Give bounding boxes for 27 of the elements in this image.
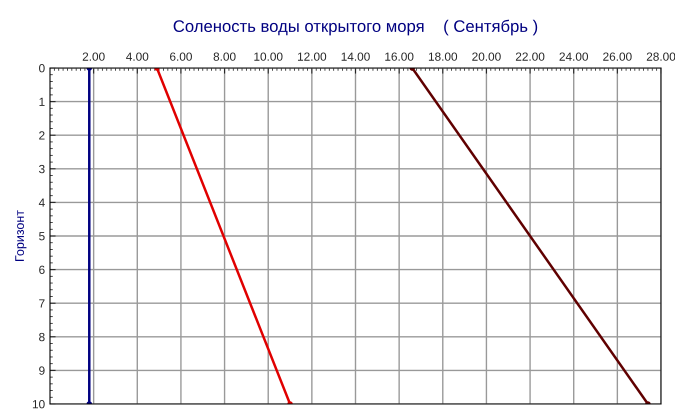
x-tick-label: 2.00	[82, 52, 105, 61]
x-tick-label: 24.00	[560, 52, 588, 61]
y-tick-label: 9	[39, 366, 45, 375]
y-tick-label: 0	[39, 64, 45, 72]
y-tick-label: 5	[39, 232, 45, 240]
x-tick-label: 20.00	[472, 52, 501, 61]
y-tick-label: 1	[39, 98, 45, 106]
y-axis-title: Горизонт	[15, 210, 26, 261]
y-tick-label: 10	[32, 400, 45, 408]
x-tick-label: 16.00	[385, 52, 414, 61]
x-tick-label: 4.00	[126, 52, 148, 61]
x-tick-label: 8.00	[214, 52, 236, 61]
y-tick-label: 8	[39, 332, 45, 342]
y-tick-label: 2	[39, 131, 45, 140]
x-tick-label: 10.00	[254, 52, 283, 61]
x-tick-label: 28.00	[646, 52, 675, 61]
x-tick-label: 14.00	[342, 52, 370, 61]
x-tick-label: 22.00	[516, 52, 544, 61]
y-tick-label: 4	[38, 198, 45, 207]
x-tick-label: 12.00	[298, 52, 326, 61]
y-tick-label: 7	[39, 299, 45, 308]
y-tick-label: 6	[39, 266, 45, 274]
x-tick-label: 6.00	[170, 52, 192, 61]
x-tick-label: 26.00	[603, 52, 632, 61]
y-tick-label: 3	[39, 164, 45, 174]
x-tick-label: 18.00	[428, 52, 458, 61]
chart-title: Соленость воды открытого моря ( Сентябрь )	[174, 20, 538, 36]
